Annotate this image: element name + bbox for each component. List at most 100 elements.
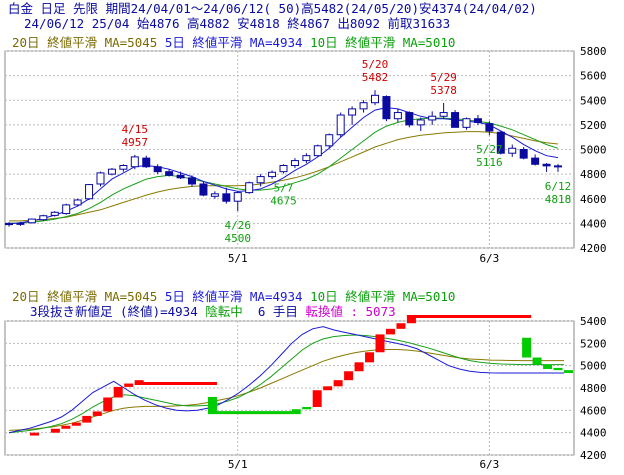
linebreak-brick (29, 432, 39, 436)
price-y-tick: 5800 (580, 45, 607, 58)
linebreak-brick (291, 409, 301, 413)
linebreak-brick (113, 386, 123, 398)
header-latest-bar: 24/06/12 25/04 始4876 高4882 安4818 終4867 出… (24, 16, 451, 31)
price-y-tick: 5600 (580, 70, 607, 83)
legend2-ma5: 5日 終値平滑 MA=4934 (164, 289, 303, 304)
annotation-low-date: 6/12 (545, 180, 572, 193)
linebreak-y-tick: 4400 (580, 427, 607, 440)
candle-body (462, 118, 471, 128)
candle-body (119, 165, 128, 170)
candle-body (27, 218, 36, 224)
annotation-low-value: 4675 (270, 195, 297, 208)
linebreak-brick (375, 334, 385, 353)
candle-body (371, 94, 379, 104)
linebreak-brick (385, 328, 395, 335)
linebreak-brick (103, 397, 113, 412)
annotation-high-date: 4/15 (122, 123, 149, 136)
linebreak-y-tick: 4200 (580, 449, 607, 462)
annotation-low-value: 5116 (476, 156, 503, 169)
candle-body (325, 134, 334, 147)
linebreak-brick (553, 367, 563, 371)
linebreak-brick (71, 422, 81, 426)
candle-body (142, 157, 151, 168)
linebreak-brick (92, 411, 102, 416)
candle-body (405, 112, 414, 126)
candle-body (73, 199, 82, 206)
linebreak-brick (82, 415, 92, 423)
candle-body (519, 149, 528, 159)
price-y-tick: 5200 (580, 119, 607, 132)
price-y-tick: 4600 (580, 193, 607, 206)
candle-body (554, 165, 562, 168)
legend-ma5: 5日 終値平滑 MA=4934 (164, 35, 303, 50)
candle-body (176, 174, 185, 179)
linebreak-brick (302, 406, 312, 410)
line-break-reversal: 転換値 : 5073 (305, 304, 396, 319)
candle-body (85, 184, 94, 200)
candle-body (485, 123, 494, 132)
linebreak-brick (124, 383, 134, 387)
price-y-tick: 4400 (580, 217, 607, 230)
legend2-ma10: 10日 終値平滑 MA=5010 (310, 289, 456, 304)
linebreak-brick (522, 337, 532, 358)
linebreak-brick (354, 362, 364, 372)
linebreak-brick (396, 323, 406, 329)
price-x-tick: 6/3 (479, 252, 499, 265)
linebreak-brick (333, 380, 343, 387)
price-x-tick: 5/1 (228, 252, 248, 265)
annotation-low-value: 4818 (545, 193, 572, 206)
annotation-low-date: 5/27 (476, 143, 503, 156)
candle-body (233, 192, 242, 202)
linebreak-brick (134, 380, 144, 384)
legend-ma10: 10日 終値平滑 MA=5010 (310, 35, 456, 50)
linebreak-y-tick: 4800 (580, 382, 607, 395)
linebreak-ma5-line (8, 326, 564, 434)
candle-body (302, 155, 311, 162)
linebreak-brick (61, 425, 71, 429)
candle-body (336, 114, 345, 136)
candle-body (393, 112, 402, 120)
linebreak-x-tick: 6/3 (479, 458, 499, 471)
annotation-high-date: 5/29 (430, 71, 457, 84)
candle-body (245, 182, 254, 194)
annotation-low-date: 5/7 (274, 182, 294, 195)
legend2-ma20: 20日 終値平滑 MA=5045 (12, 289, 158, 304)
price-ma20-line (9, 131, 559, 222)
linebreak-brick (365, 352, 375, 363)
linebreak-brick (312, 390, 322, 407)
bottom-legend: 20日 終値平滑 MA=5045 5日 終値平滑 MA=4934 10日 終値平… (12, 289, 624, 304)
candle-body (508, 147, 517, 154)
header-title: 白金 日足 先限 期間24/04/01～24/06/12( 50)高5482(2… (8, 1, 537, 16)
candle-body (542, 163, 551, 167)
candle-body (313, 145, 322, 157)
price-y-tick: 4200 (580, 242, 607, 255)
candle-body (39, 215, 48, 221)
candle-body (290, 160, 299, 167)
annotation-low-value: 4500 (225, 232, 252, 245)
linebreak-brick (323, 386, 333, 391)
candle-body (416, 119, 425, 126)
annotation-high-value: 5378 (430, 84, 457, 97)
linebreak-ma10-line (8, 334, 564, 434)
linebreak-y-tick: 4600 (580, 404, 607, 417)
candle-body (531, 157, 540, 165)
annotation-high-value: 5482 (362, 71, 389, 84)
candle-body (428, 115, 437, 121)
linebreak-y-tick: 5200 (580, 337, 607, 350)
linebreak-x-tick: 5/1 (228, 458, 248, 471)
candle-body (439, 112, 448, 117)
annotation-high-value: 4957 (122, 136, 149, 149)
linebreak-brick (207, 396, 217, 413)
candle-body (96, 172, 105, 185)
candle-body (50, 211, 59, 216)
annotation-high-date: 5/20 (362, 58, 389, 71)
candle-body (359, 102, 368, 110)
candle-body (153, 166, 162, 173)
candle-body (496, 131, 505, 154)
price-y-tick: 4800 (580, 168, 607, 181)
candle-body (130, 156, 139, 168)
linebreak-brick (543, 364, 553, 370)
candle-body (222, 193, 231, 202)
candle-body (62, 204, 71, 215)
